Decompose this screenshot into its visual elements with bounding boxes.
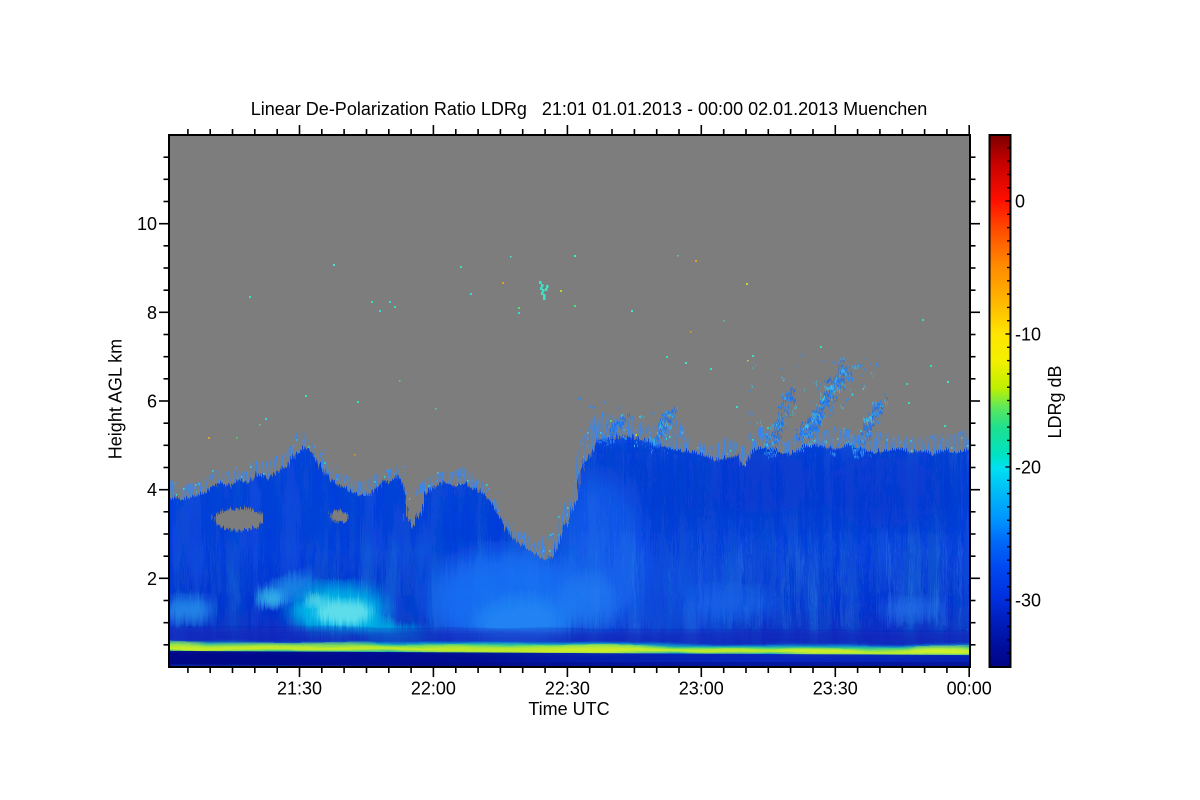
svg-text:8: 8 bbox=[147, 303, 157, 323]
svg-text:Height AGL km: Height AGL km bbox=[106, 339, 126, 459]
svg-text:0: 0 bbox=[1015, 192, 1025, 212]
svg-text:22:00: 22:00 bbox=[411, 679, 456, 699]
svg-text:4: 4 bbox=[147, 480, 157, 500]
svg-text:Time UTC: Time UTC bbox=[528, 699, 609, 719]
svg-text:LDRg dB: LDRg dB bbox=[1045, 365, 1065, 438]
svg-text:-30: -30 bbox=[1015, 591, 1041, 611]
svg-text:10: 10 bbox=[137, 214, 157, 234]
svg-text:22:30: 22:30 bbox=[545, 679, 590, 699]
svg-text:2: 2 bbox=[147, 569, 157, 589]
svg-text:21:30: 21:30 bbox=[277, 679, 322, 699]
svg-text:00:00: 00:00 bbox=[947, 679, 992, 699]
svg-text:23:30: 23:30 bbox=[813, 679, 858, 699]
svg-text:-20: -20 bbox=[1015, 458, 1041, 478]
svg-text:Linear De-Polarization Ratio L: Linear De-Polarization Ratio LDRg 21:01 … bbox=[251, 99, 927, 119]
svg-text:6: 6 bbox=[147, 392, 157, 412]
svg-text:23:00: 23:00 bbox=[679, 679, 724, 699]
svg-text:-10: -10 bbox=[1015, 325, 1041, 345]
